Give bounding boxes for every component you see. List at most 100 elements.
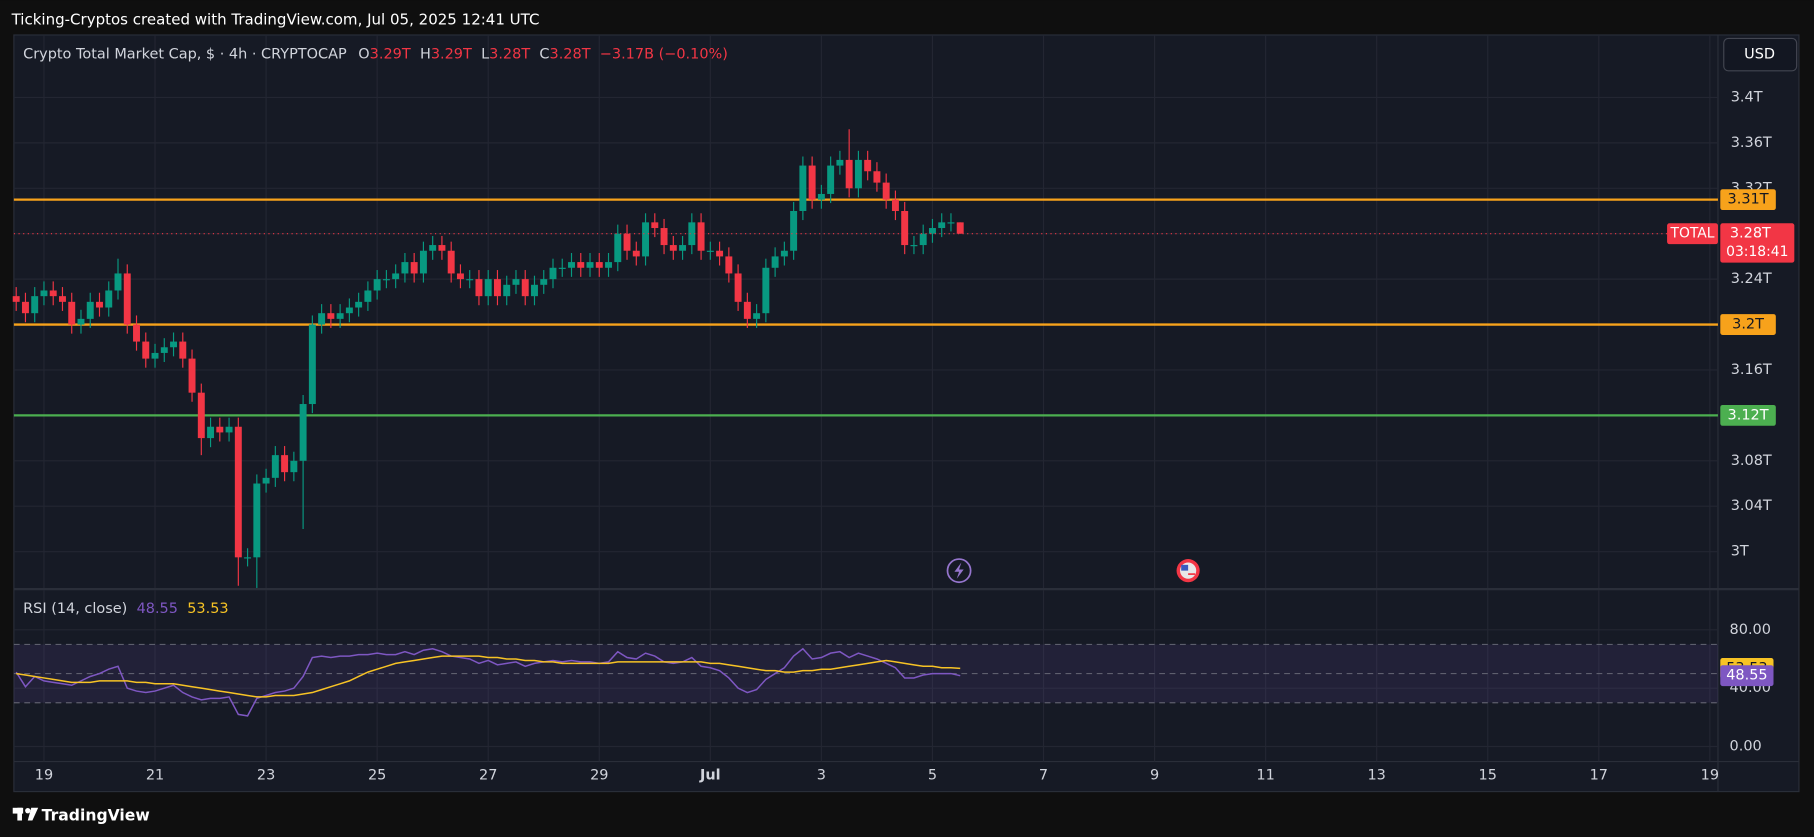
- candle-body: [429, 245, 437, 251]
- price-tag-name-bg: [1667, 223, 1718, 245]
- candle-body: [244, 557, 252, 559]
- candle-body: [864, 159, 872, 172]
- candle-body: [216, 426, 224, 433]
- x-tick-label: 13: [1367, 767, 1385, 783]
- rsi-legend-value: 53.53: [187, 601, 228, 617]
- rsi-badge-label: 48.55: [1726, 668, 1767, 684]
- x-tick-label: 19: [1701, 767, 1719, 783]
- logo: [12, 807, 39, 821]
- x-tick-label: 23: [257, 767, 275, 783]
- candle-body: [179, 341, 187, 359]
- candle-body: [817, 193, 825, 200]
- candle-body: [891, 199, 899, 211]
- candle-body: [308, 324, 316, 405]
- candle-body: [762, 267, 770, 314]
- candle-body: [345, 307, 353, 314]
- candle-body: [355, 301, 363, 308]
- level-badge-label: 3.31T: [1728, 192, 1769, 208]
- candle-body: [669, 245, 677, 251]
- candle-body: [771, 256, 779, 268]
- candle-body: [753, 313, 761, 319]
- candle-body: [40, 290, 48, 297]
- ohlc-value: 3.29T: [370, 47, 411, 63]
- rsi-legend: RSI (14, close) 48.55 53.53: [23, 601, 228, 617]
- candle-body: [68, 301, 76, 325]
- candle-body: [605, 262, 612, 268]
- candle-body: [271, 455, 279, 478]
- candle-body: [318, 313, 326, 325]
- candle-body: [549, 267, 557, 280]
- candle-body: [456, 273, 464, 280]
- candle-body: [540, 279, 548, 285]
- chart-frame: [13, 34, 1800, 793]
- candle-body: [780, 250, 788, 257]
- candle-body: [382, 279, 390, 281]
- candle-body: [364, 290, 372, 302]
- candle-body: [799, 165, 807, 211]
- candle-body: [447, 250, 455, 274]
- candle-body: [225, 426, 233, 433]
- y-tick-label: 3.4T: [1731, 89, 1763, 105]
- price-tag-bg: [1720, 223, 1795, 263]
- chart-title: Crypto Total Market Cap, $ · 4h · CRYPTO…: [23, 47, 347, 63]
- candle-body: [327, 313, 335, 319]
- candle-body: [59, 296, 66, 302]
- candle-body: [114, 273, 122, 291]
- ohlc-key: C: [539, 47, 549, 63]
- y-tick-label: 3T: [1731, 544, 1749, 560]
- x-tick-label: 25: [368, 767, 386, 783]
- flag-canton[interactable]: [1181, 564, 1189, 571]
- candle-body: [133, 324, 140, 342]
- candle-body: [642, 222, 650, 257]
- level-badge: [1720, 314, 1776, 335]
- level-badge: [1720, 404, 1776, 426]
- candle-body: [197, 392, 205, 439]
- candle-body: [484, 279, 492, 297]
- candle-body: [716, 250, 724, 257]
- y-tick-label: 3.08T: [1731, 453, 1772, 469]
- candle-body: [493, 279, 501, 297]
- ohlc-value: 3.28T: [489, 47, 530, 63]
- candle-body: [697, 222, 705, 251]
- candle-body: [281, 455, 289, 473]
- ohlc-key: O: [358, 47, 369, 63]
- ohlc-key: L: [481, 47, 489, 63]
- x-tick-label: 7: [1039, 767, 1048, 783]
- candle-body: [873, 171, 881, 183]
- candle-body: [475, 279, 483, 297]
- candle-body: [49, 290, 57, 297]
- footer-brand: TradingView: [42, 806, 150, 824]
- candle-body: [438, 245, 446, 251]
- candle-body: [392, 273, 400, 280]
- candle-body: [614, 233, 622, 263]
- candle-body: [586, 262, 594, 268]
- candle-body: [660, 228, 668, 246]
- currency-label[interactable]: USD: [1744, 47, 1775, 63]
- candle-body: [336, 313, 344, 319]
- candle-body: [688, 222, 696, 246]
- candle-body: [854, 159, 862, 189]
- candle-body: [595, 262, 603, 268]
- candle-body: [836, 159, 844, 166]
- candle-body: [188, 358, 196, 393]
- candle-body: [123, 273, 131, 325]
- logo-dot: [25, 808, 31, 814]
- candle-body: [928, 228, 936, 234]
- x-tick-label: 17: [1590, 767, 1608, 783]
- rsi-title: RSI (14, close): [23, 601, 127, 617]
- lightning-icon[interactable]: [954, 562, 964, 579]
- candle-body: [827, 165, 835, 194]
- x-tick-label: 5: [928, 767, 937, 783]
- currency-button[interactable]: [1723, 37, 1798, 72]
- y-tick-label: 0.00: [1730, 738, 1762, 754]
- candle-body: [790, 210, 798, 251]
- candle-body: [919, 233, 927, 246]
- candle-body: [373, 279, 381, 291]
- price-tag-label: 3.28T: [1730, 226, 1771, 242]
- candle-body: [410, 262, 418, 274]
- candle-body: [651, 222, 659, 229]
- flag-event-icon[interactable]: [1176, 559, 1200, 583]
- event-icon[interactable]: [946, 558, 972, 584]
